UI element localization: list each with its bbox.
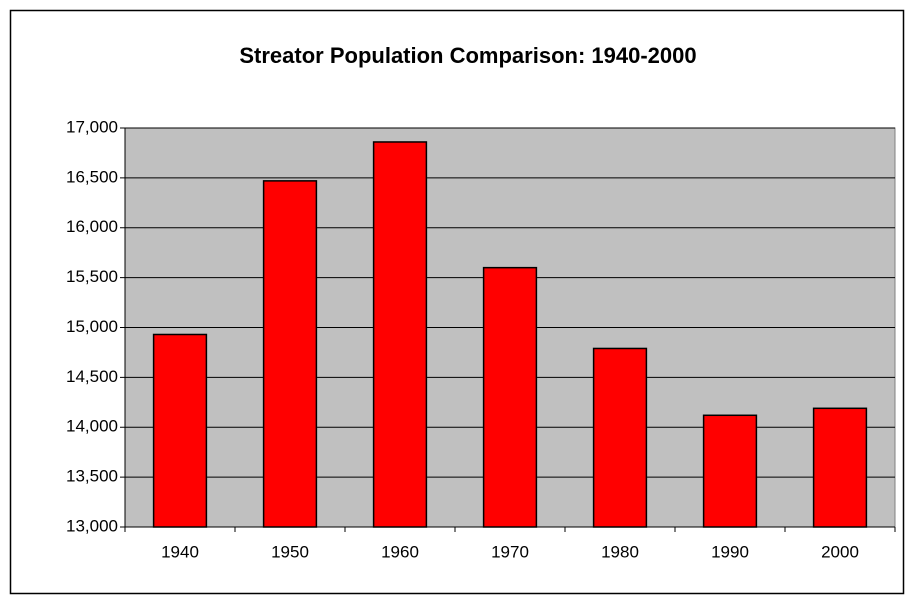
y-tick-label: 13,500 [66,467,118,486]
bar [482,266,538,528]
y-tick-label: 17,000 [66,117,118,136]
x-tick-label: 1950 [271,542,309,561]
bar [812,407,868,528]
x-tick-label: 1990 [711,542,749,561]
bar [262,180,318,528]
y-tick-label: 16,500 [66,167,118,186]
y-tick-label: 15,000 [66,317,118,336]
x-tick-label: 1940 [161,542,199,561]
chart-title: Streator Population Comparison: 1940-200… [239,43,696,68]
y-tick-label: 14,000 [66,417,118,436]
x-tick-label: 1960 [381,542,419,561]
y-tick-label: 13,000 [66,516,118,535]
x-tick-label: 2000 [821,542,859,561]
y-tick-label: 14,500 [66,367,118,386]
x-tick-label: 1970 [491,542,529,561]
bar [152,333,208,528]
bar [592,347,648,528]
y-tick-label: 15,500 [66,267,118,286]
y-tick-label: 16,000 [66,217,118,236]
x-tick-label: 1980 [601,542,639,561]
bar [372,141,428,528]
bar [702,414,758,528]
